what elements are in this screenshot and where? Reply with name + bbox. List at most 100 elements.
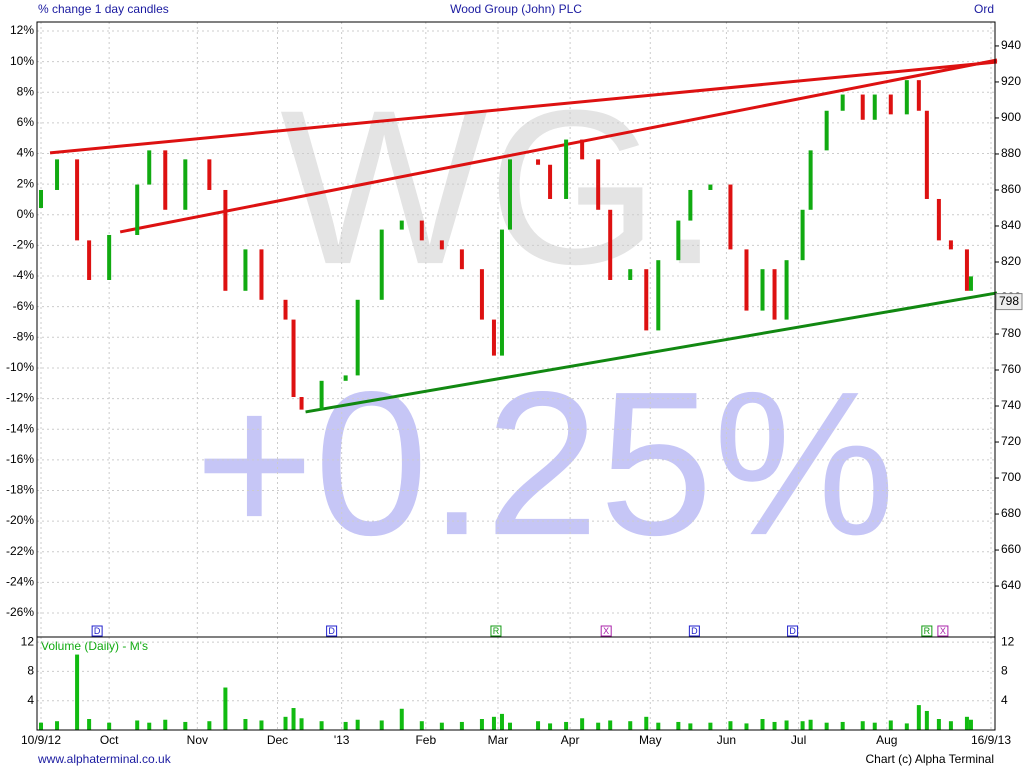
event-label: D: [691, 626, 698, 636]
volume-tick-label: 8: [1001, 664, 1008, 678]
y-tick-label: -8%: [13, 329, 35, 343]
y-tick-label: -16%: [6, 452, 34, 466]
y2-tick-label: 680: [1001, 506, 1021, 520]
candle-body: [676, 220, 681, 261]
candle-body: [479, 269, 484, 320]
candle-body: [207, 159, 212, 190]
candle-body: [808, 150, 813, 210]
volume-bar: [419, 721, 424, 730]
volume-bar: [608, 720, 613, 730]
candle-body: [964, 249, 969, 291]
x-tick-label: Aug: [876, 733, 897, 747]
y2-tick-label: 640: [1001, 578, 1021, 592]
candle-body: [439, 240, 444, 250]
volume-bar: [936, 719, 941, 730]
volume-bar: [163, 719, 168, 730]
volume-bar: [379, 720, 384, 730]
volume-bar: [904, 723, 909, 730]
trendline: [305, 291, 998, 414]
volume-bar: [688, 723, 693, 730]
candle-body: [564, 139, 569, 199]
candle-body: [744, 249, 749, 311]
candle-body: [343, 375, 348, 381]
volume-bar: [580, 718, 585, 730]
volume-bar: [135, 720, 140, 730]
chart-title: Wood Group (John) PLC: [450, 2, 582, 16]
candle-body: [107, 234, 112, 280]
candle-body: [800, 209, 805, 261]
footer-left: www.alphaterminal.co.uk: [37, 752, 172, 766]
candle-body: [760, 269, 765, 311]
candle-body: [628, 269, 633, 280]
x-tick-label: 16/9/13: [971, 733, 1011, 747]
y-tick-label: -24%: [6, 575, 34, 589]
event-label: D: [94, 626, 101, 636]
candle-body: [688, 189, 693, 221]
candle-body: [75, 159, 80, 241]
volume-bar: [87, 719, 92, 730]
volume-bar: [548, 723, 553, 730]
y2-tick-label: 920: [1001, 74, 1021, 88]
volume-bar: [784, 720, 789, 730]
candle-body: [948, 240, 953, 250]
trendline: [49, 60, 998, 155]
volume-bar: [728, 721, 733, 730]
candle-body: [924, 110, 929, 199]
candle-body: [772, 269, 777, 320]
trendline: [119, 58, 998, 234]
y-tick-label: -26%: [6, 605, 34, 619]
y2-tick-label: 820: [1001, 254, 1021, 268]
volume-bar: [355, 719, 360, 730]
y2-tick-label: 740: [1001, 398, 1021, 412]
y-tick-label: -4%: [13, 268, 35, 282]
volume-bar: [964, 716, 969, 730]
y-tick-label: -22%: [6, 544, 34, 558]
candle-body: [135, 184, 140, 235]
volume-bar: [924, 710, 929, 730]
candle-body: [860, 94, 865, 120]
volume-bar: [259, 720, 264, 730]
volume-bar: [107, 722, 112, 730]
volume-bar: [439, 722, 444, 730]
event-label: D: [328, 626, 335, 636]
candle-body: [507, 159, 512, 230]
candle-body: [644, 269, 649, 331]
candle-body: [283, 299, 288, 320]
candle-body: [379, 229, 384, 300]
candle-body: [319, 380, 324, 410]
volume-bar: [147, 722, 152, 730]
x-tick-label: '13: [334, 733, 350, 747]
volume-bar: [75, 654, 80, 730]
volume-bar: [772, 721, 777, 730]
candle-body: [55, 159, 60, 190]
volume-bar: [39, 722, 44, 730]
volume-bar: [499, 713, 504, 730]
x-tick-label: Apr: [561, 733, 580, 747]
candle-body: [548, 164, 553, 199]
volume-bar: [207, 721, 212, 730]
volume-bar: [916, 705, 921, 730]
event-label: X: [940, 626, 946, 636]
volume-bar: [744, 723, 749, 730]
x-tick-label: Dec: [267, 733, 288, 747]
y2-tick-label: 760: [1001, 362, 1021, 376]
y2-tick-label: 880: [1001, 146, 1021, 160]
last-price-box: [995, 293, 1023, 311]
event-label: R: [493, 626, 500, 636]
volume-tick-label: 12: [21, 634, 35, 648]
volume-bar: [564, 721, 569, 730]
candle-body: [39, 189, 44, 208]
event-marker: [326, 625, 338, 637]
y-tick-label: -6%: [13, 299, 35, 313]
y2-tick-label: 780: [1001, 326, 1021, 340]
y2-tick-label: 900: [1001, 110, 1021, 124]
y-tick-label: 4%: [17, 146, 35, 160]
y-tick-label: -12%: [6, 391, 34, 405]
volume-tick-label: 12: [1001, 634, 1015, 648]
volume-bar: [343, 721, 348, 730]
volume-bar: [596, 722, 601, 730]
y-tick-label: 2%: [17, 176, 35, 190]
event-marker: [937, 625, 949, 637]
candle-body: [499, 229, 504, 356]
volume-tick-label: 8: [27, 664, 34, 678]
